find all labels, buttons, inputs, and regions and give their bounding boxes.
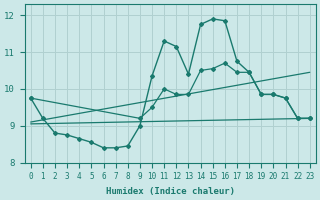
X-axis label: Humidex (Indice chaleur): Humidex (Indice chaleur) (106, 187, 235, 196)
